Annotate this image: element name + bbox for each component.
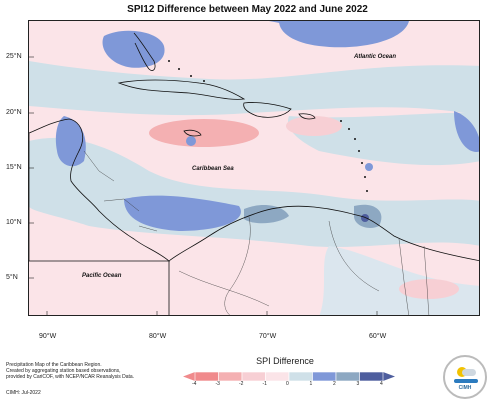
lon-label-90w: 90°W	[39, 333, 57, 340]
field-wet-core-trinidad	[361, 214, 369, 222]
legend-swatch	[194, 371, 219, 382]
island-bahamas-3	[190, 75, 192, 77]
legend-tick-label: 3	[356, 381, 360, 387]
cloud-icon	[462, 369, 476, 376]
legend-arrow-left	[183, 372, 195, 381]
legend-arrow-right	[383, 372, 395, 381]
cuba-coast	[117, 79, 246, 100]
legend-swatch	[312, 371, 337, 382]
border-costa-rica	[138, 225, 158, 232]
legend-swatch	[359, 371, 384, 382]
island-bahamas-1	[168, 60, 170, 62]
spi-difference-map	[29, 21, 479, 315]
legend-tick-label: -2	[239, 381, 244, 387]
field-deficit-puertorico	[286, 116, 342, 136]
map-panel: Atlantic Ocean Caribbean Sea Pacific Oce…	[28, 20, 480, 316]
border-colombia-venezuela	[224, 216, 251, 315]
island-antilles-4	[358, 150, 360, 152]
border-guatemala	[83, 150, 115, 182]
lon-label-60w: 60°W	[369, 333, 387, 340]
field-wet-venezuela	[244, 205, 289, 224]
legend-tick-label: -4	[192, 381, 197, 387]
field-wet-east-edge	[454, 111, 479, 152]
lat-label-15n: 15°N	[6, 164, 22, 171]
legend-swatch	[335, 371, 360, 382]
footnote-line-1: Precipitation Map of the Caribbean Regio…	[6, 362, 102, 368]
south-america-coast	[168, 205, 479, 315]
border-honduras	[103, 198, 140, 212]
hispaniola-coast	[243, 102, 292, 118]
island-markers	[168, 60, 368, 192]
legend-tick-label: 2	[333, 381, 336, 387]
island-antilles-7	[366, 190, 368, 192]
legend-swatch	[218, 371, 243, 382]
island-antilles-2	[348, 128, 350, 130]
field-wet-atlantic	[279, 21, 409, 48]
jamaica-coast	[183, 129, 202, 137]
legend-swatches	[194, 371, 384, 382]
map-title: SPI12 Difference between May 2022 and Ju…	[127, 4, 368, 15]
graticule-ticks	[29, 56, 378, 315]
footnote-line-3: provided by CariCOF, with NCEP/NCAR Rean…	[6, 374, 135, 380]
field-deficit-guyana	[399, 279, 459, 299]
field-deficit-jamaica	[149, 119, 259, 147]
legend-swatch	[241, 371, 266, 382]
legend-tick-label: -1	[262, 381, 267, 387]
pacific-ocean-label: Pacific Ocean	[82, 273, 122, 279]
legend-tick-label: -3	[215, 381, 220, 387]
field-wet-lesser-antilles	[365, 163, 373, 171]
border-ecuador	[178, 270, 270, 307]
legend-tick-label: 0	[286, 381, 289, 387]
island-bahamas-4	[203, 80, 205, 82]
lat-label-20n: 20°N	[6, 109, 22, 116]
legend-title: SPI Difference	[256, 356, 314, 366]
legend-colorbar	[183, 368, 395, 382]
field-wet-yucatan	[55, 116, 86, 167]
footnote-line-2: Created by aggregating station based obs…	[6, 368, 121, 374]
lat-label-10n: 10°N	[6, 219, 22, 226]
island-antilles-1	[340, 120, 342, 122]
coastlines	[29, 32, 479, 315]
field-wet-florida	[102, 30, 165, 68]
field-wet-jamaica-spot	[186, 136, 196, 146]
central-america-coast	[29, 118, 171, 262]
legend-swatch	[265, 371, 290, 382]
legend-tick-label: 1	[309, 381, 313, 387]
island-antilles-3	[354, 138, 356, 140]
legend-colorbar-svg	[183, 371, 395, 382]
logo-text: CIMH	[458, 385, 472, 391]
caribbean-sea-label: Caribbean Sea	[192, 166, 234, 172]
island-antilles-6	[364, 176, 366, 178]
puerto-rico-coast	[298, 113, 316, 120]
border-venezuela-guyana	[328, 220, 380, 292]
legend-swatch	[288, 371, 313, 382]
field-band-north	[29, 61, 479, 116]
footnote-credit: CIMH: Jul-2022	[6, 390, 41, 396]
country-borders	[83, 150, 430, 315]
border-guyana-suriname	[398, 238, 409, 315]
lon-label-80w: 80°W	[149, 333, 167, 340]
island-bahamas-2	[178, 68, 180, 70]
border-suriname-guiana	[423, 245, 430, 315]
legend-tick-label: 4	[380, 381, 383, 387]
field-wet-central-america	[124, 195, 241, 231]
florida-coast	[133, 32, 156, 71]
lat-label-25n: 25°N	[6, 53, 22, 60]
atlantic-ocean-label: Atlantic Ocean	[354, 54, 397, 60]
lon-label-70w: 70°W	[259, 333, 277, 340]
lat-label-5n: 5°N	[6, 274, 18, 281]
island-antilles-5	[361, 162, 363, 164]
wave-icon	[454, 379, 478, 383]
cimh-logo: CIMH	[443, 355, 487, 399]
